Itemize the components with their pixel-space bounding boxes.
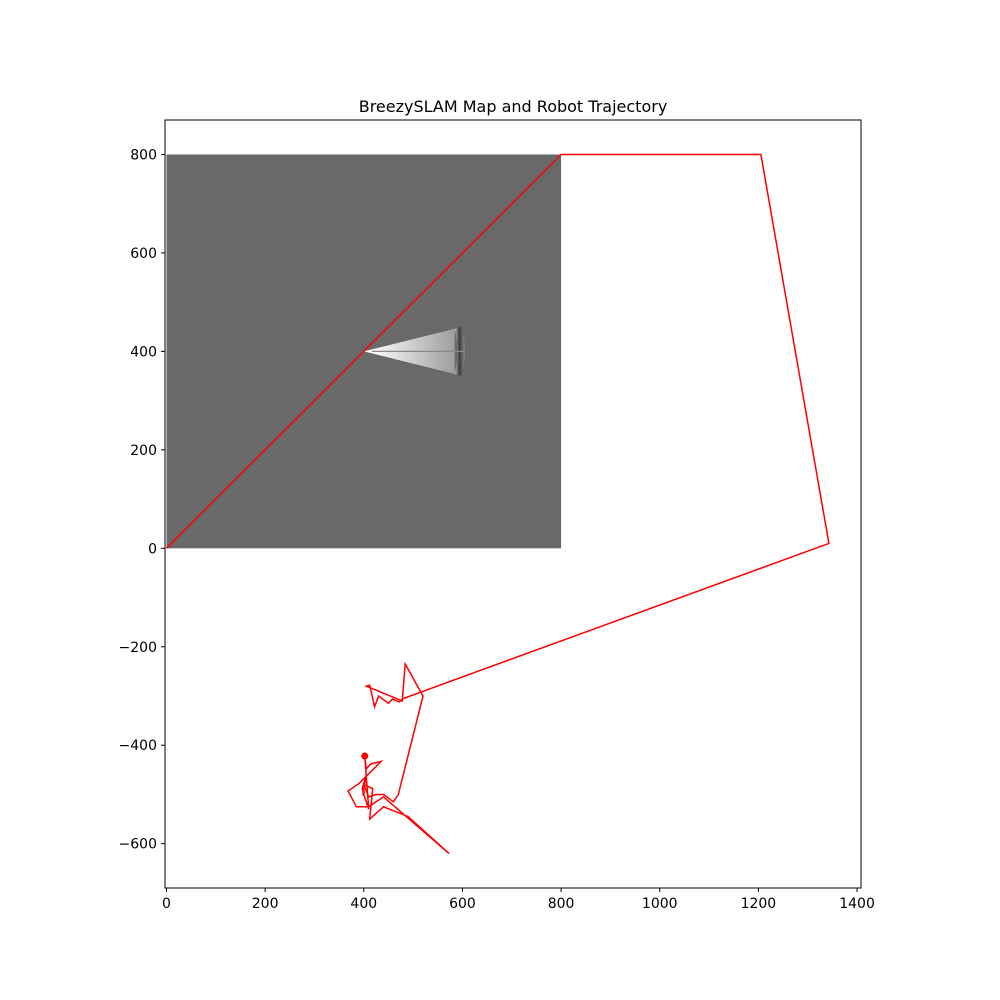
trajectory-layer [165,153,830,855]
x-tick-label: 0 [162,896,171,912]
y-tick-label: 0 [148,541,157,557]
x-axis: 0 200 400 600 800 1000 1200 1400 [162,888,875,912]
x-tick-label: 1400 [839,896,875,912]
chart-title: BreezySLAM Map and Robot Trajectory [359,97,668,116]
y-tick-label: 800 [130,147,157,163]
trajectory-marker [361,752,369,760]
y-tick-label: 600 [130,246,157,262]
x-tick-label: 1000 [642,896,678,912]
x-tick-label: 200 [252,896,279,912]
x-tick-label: 1200 [741,896,777,912]
y-axis: −600 −400 −200 0 200 400 600 800 [119,147,165,853]
x-tick-label: 800 [548,896,575,912]
y-tick-label: 400 [130,344,157,360]
y-tick-label: −200 [119,640,157,656]
plot-frame [164,119,862,889]
x-tick-label: 400 [350,896,377,912]
trajectory-line [165,153,830,855]
y-tick-label: −400 [119,738,157,754]
plot-area [165,153,830,855]
y-tick-label: −600 [119,837,157,853]
x-tick-label: 600 [449,896,476,912]
y-tick-label: 200 [130,443,157,459]
